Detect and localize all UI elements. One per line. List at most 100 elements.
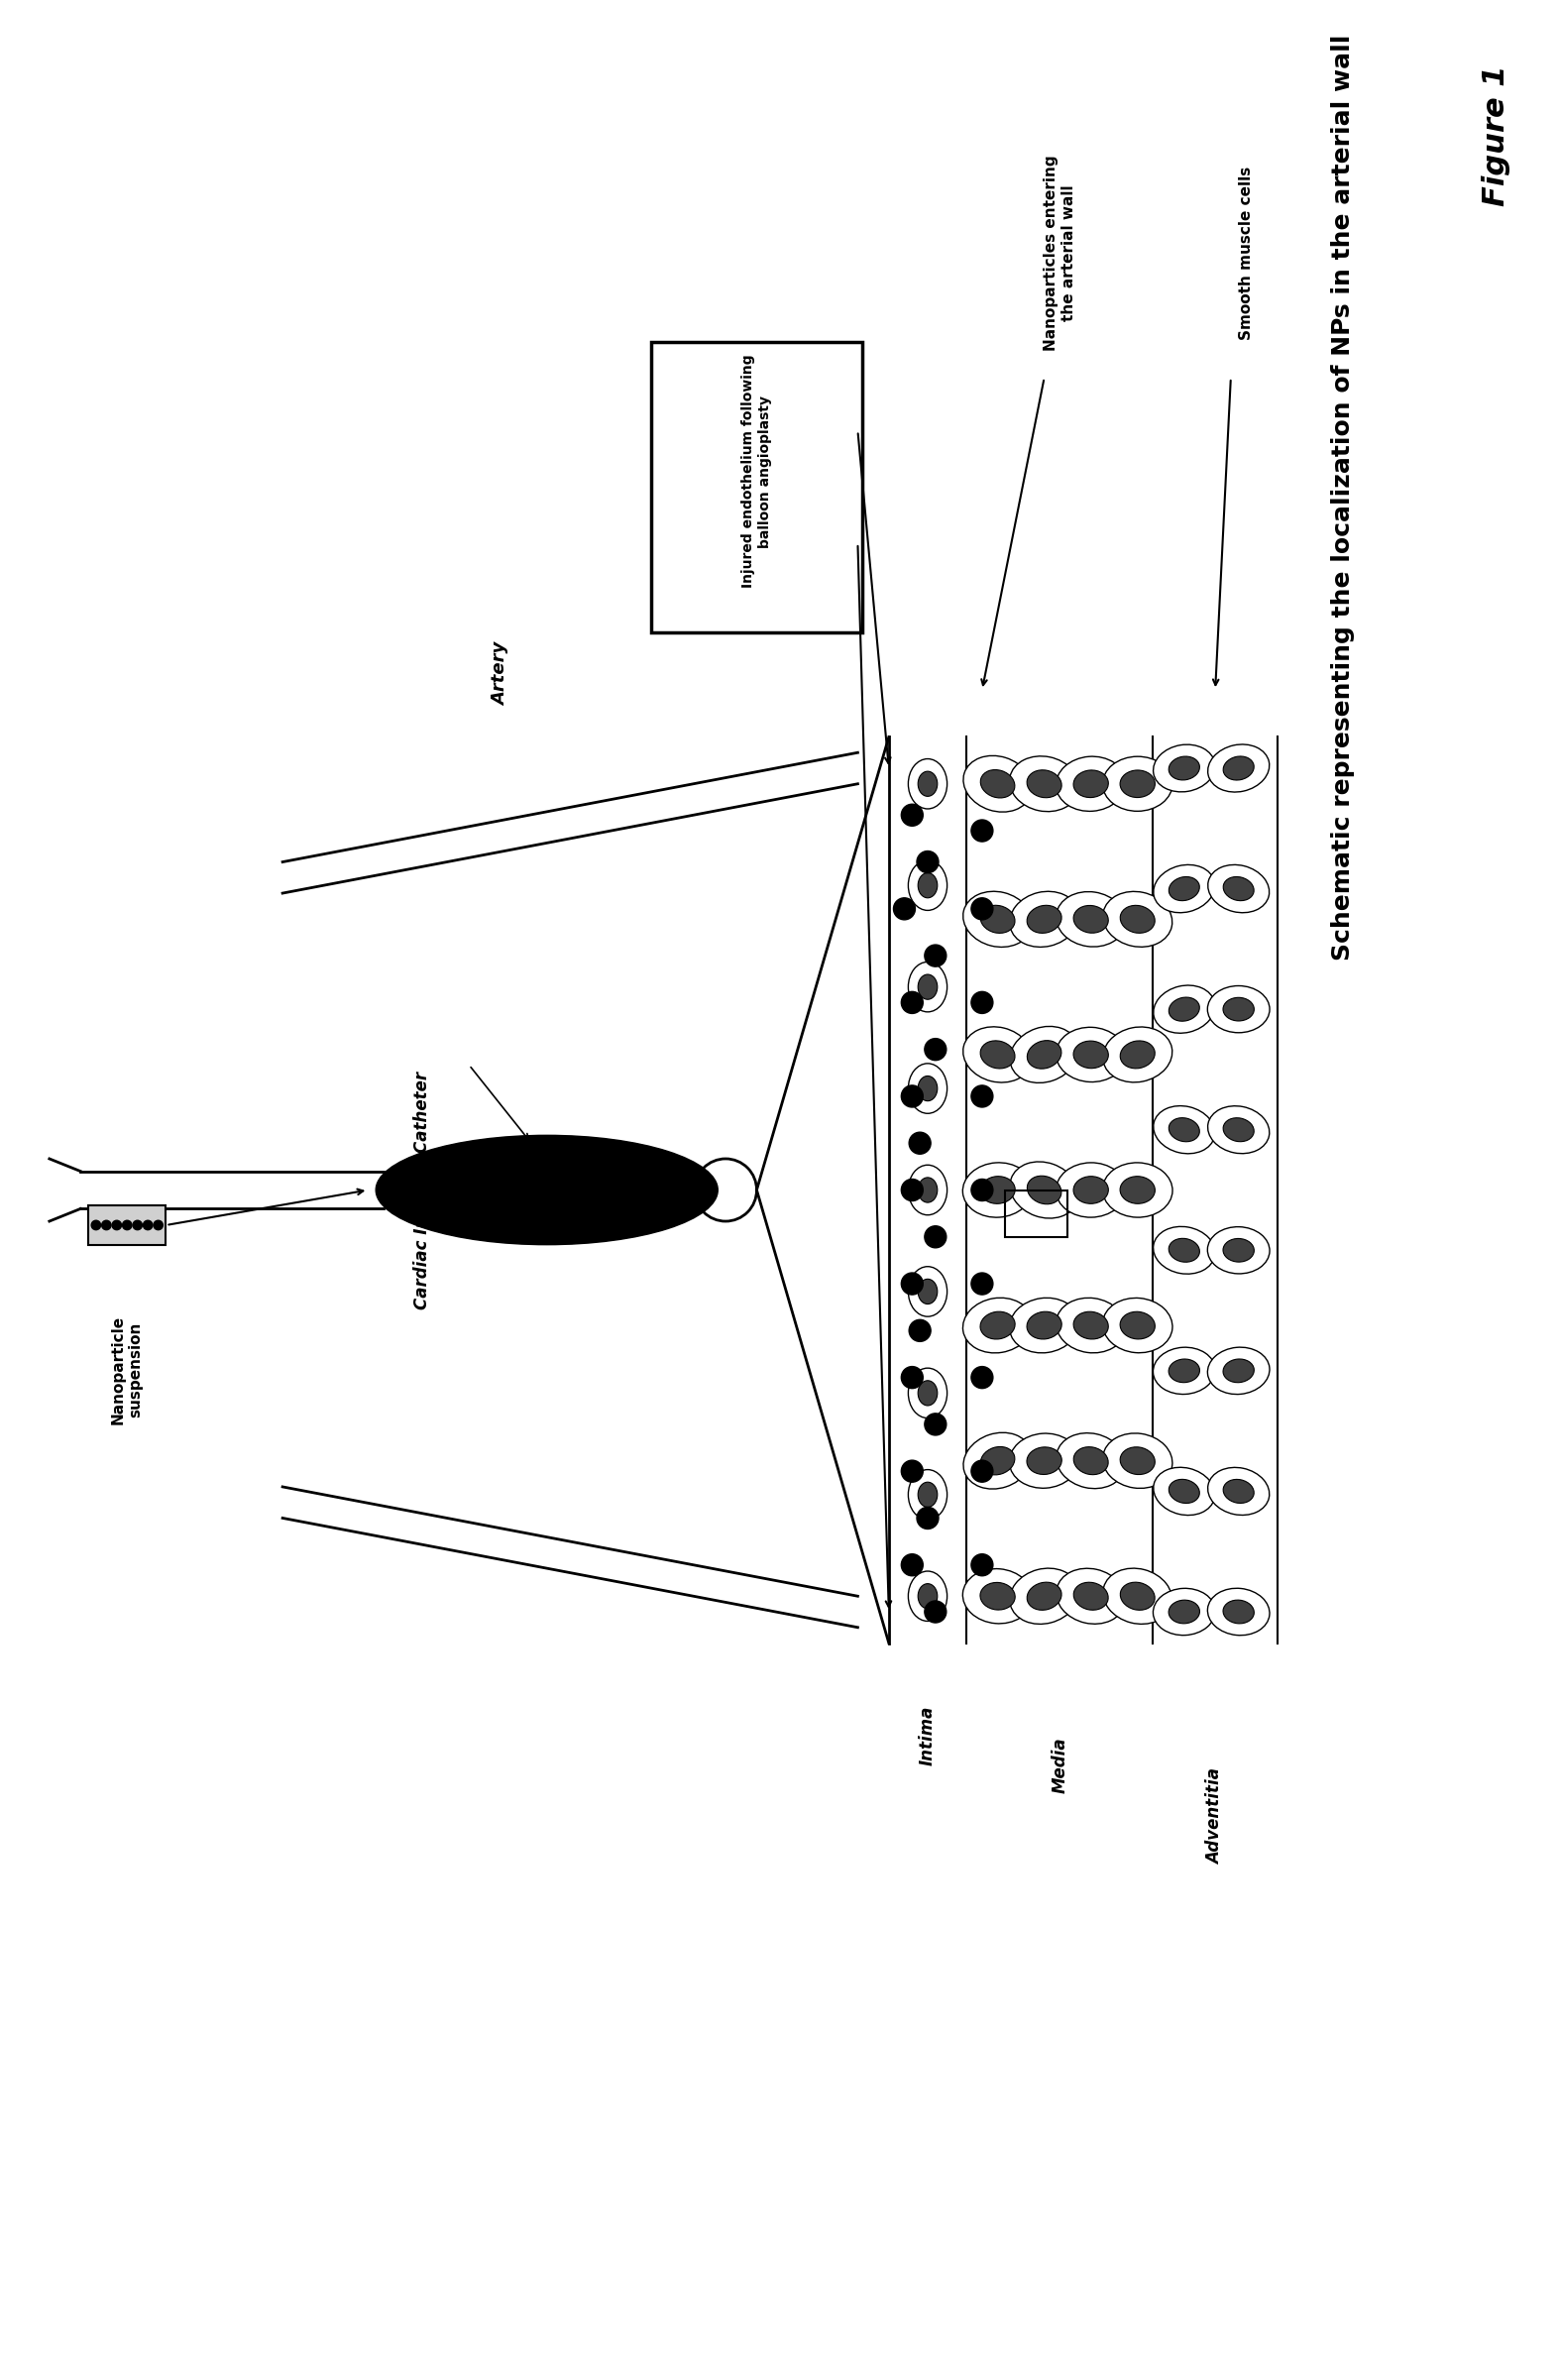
Ellipse shape — [1056, 1568, 1125, 1623]
Circle shape — [133, 1221, 142, 1230]
Ellipse shape — [980, 904, 1016, 933]
Ellipse shape — [980, 1176, 1016, 1204]
Circle shape — [909, 1319, 931, 1342]
Ellipse shape — [1073, 1176, 1109, 1204]
Ellipse shape — [1103, 892, 1172, 947]
Ellipse shape — [1168, 1238, 1200, 1261]
Circle shape — [902, 992, 924, 1014]
Bar — [1005, 1190, 1067, 1238]
Ellipse shape — [1223, 876, 1254, 900]
Ellipse shape — [1223, 1599, 1254, 1623]
Text: Artery: Artery — [491, 643, 509, 707]
Ellipse shape — [1153, 985, 1215, 1033]
Text: Schematic representing the localization of NPs in the arterial wall: Schematic representing the localization … — [1331, 33, 1356, 959]
Ellipse shape — [1056, 757, 1126, 812]
Ellipse shape — [1207, 1226, 1270, 1273]
Circle shape — [972, 1273, 994, 1295]
Ellipse shape — [980, 1583, 1016, 1609]
Circle shape — [972, 897, 994, 919]
Ellipse shape — [1103, 1026, 1172, 1083]
Circle shape — [925, 945, 947, 966]
Ellipse shape — [1009, 1026, 1078, 1083]
Ellipse shape — [1056, 1164, 1126, 1216]
FancyBboxPatch shape — [651, 343, 863, 633]
Circle shape — [917, 852, 939, 873]
Ellipse shape — [1103, 1568, 1172, 1623]
Ellipse shape — [1120, 1583, 1154, 1611]
Circle shape — [972, 1366, 994, 1388]
Text: Media: Media — [1051, 1737, 1069, 1792]
Ellipse shape — [1207, 1347, 1270, 1395]
Circle shape — [902, 1554, 924, 1576]
Ellipse shape — [1056, 1433, 1126, 1488]
Ellipse shape — [1223, 997, 1254, 1021]
Ellipse shape — [1207, 864, 1270, 912]
Ellipse shape — [1223, 1238, 1254, 1261]
Ellipse shape — [908, 1164, 947, 1216]
Ellipse shape — [1207, 1468, 1270, 1516]
Ellipse shape — [1009, 1161, 1078, 1219]
Ellipse shape — [1120, 1040, 1154, 1069]
Ellipse shape — [1026, 1176, 1061, 1204]
Circle shape — [972, 992, 994, 1014]
Ellipse shape — [908, 1468, 947, 1518]
Ellipse shape — [1153, 745, 1215, 793]
Circle shape — [972, 1178, 994, 1202]
Text: Figure 1: Figure 1 — [1482, 64, 1510, 207]
Ellipse shape — [1073, 1311, 1108, 1340]
Circle shape — [972, 819, 994, 843]
Ellipse shape — [963, 757, 1033, 812]
Ellipse shape — [980, 1040, 1016, 1069]
Bar — [889, 738, 1278, 1642]
Ellipse shape — [963, 1026, 1033, 1083]
Circle shape — [902, 1178, 924, 1202]
Ellipse shape — [1223, 757, 1254, 781]
Ellipse shape — [1168, 1119, 1200, 1142]
Ellipse shape — [981, 769, 1016, 797]
Ellipse shape — [1009, 892, 1080, 947]
Ellipse shape — [908, 1571, 947, 1621]
Ellipse shape — [1073, 904, 1108, 933]
Ellipse shape — [964, 1433, 1031, 1490]
Ellipse shape — [908, 962, 947, 1012]
Text: Nanoparticles entering
the arterial wall: Nanoparticles entering the arterial wall — [1044, 155, 1076, 350]
Ellipse shape — [908, 862, 947, 912]
Text: Injured endothelium following
balloon angioplasty: Injured endothelium following balloon an… — [741, 355, 772, 588]
Ellipse shape — [1056, 892, 1126, 947]
Ellipse shape — [963, 1297, 1033, 1352]
Ellipse shape — [1223, 1119, 1254, 1142]
Circle shape — [972, 1461, 994, 1483]
Circle shape — [144, 1221, 153, 1230]
Ellipse shape — [1009, 1568, 1080, 1623]
Ellipse shape — [1073, 1447, 1108, 1476]
Circle shape — [902, 1273, 924, 1295]
Ellipse shape — [1153, 864, 1215, 912]
Ellipse shape — [1026, 1040, 1061, 1069]
Bar — [89, 1207, 165, 1245]
Ellipse shape — [1153, 1587, 1215, 1635]
Ellipse shape — [917, 873, 938, 897]
Circle shape — [112, 1221, 122, 1230]
Ellipse shape — [1223, 1359, 1254, 1383]
Ellipse shape — [1168, 757, 1200, 781]
Circle shape — [909, 1133, 931, 1154]
Ellipse shape — [1153, 1468, 1215, 1516]
Ellipse shape — [917, 973, 938, 1000]
Circle shape — [122, 1221, 131, 1230]
Ellipse shape — [1073, 1040, 1108, 1069]
Circle shape — [894, 897, 916, 919]
Circle shape — [925, 1414, 947, 1435]
Ellipse shape — [1103, 1433, 1173, 1488]
Ellipse shape — [1120, 1176, 1154, 1204]
Circle shape — [902, 1461, 924, 1483]
Text: Cardiac Infusion Catheter: Cardiac Infusion Catheter — [413, 1071, 432, 1309]
Circle shape — [101, 1221, 111, 1230]
Ellipse shape — [981, 1447, 1016, 1476]
Ellipse shape — [376, 1135, 718, 1245]
Ellipse shape — [1153, 1347, 1215, 1395]
Ellipse shape — [1207, 745, 1270, 793]
Ellipse shape — [1120, 1311, 1154, 1340]
Ellipse shape — [1120, 1447, 1154, 1476]
Circle shape — [972, 1554, 994, 1576]
Ellipse shape — [1103, 1297, 1173, 1352]
